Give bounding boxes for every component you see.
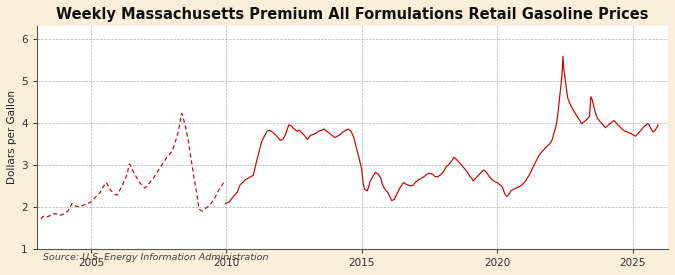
- Y-axis label: Dollars per Gallon: Dollars per Gallon: [7, 90, 17, 185]
- Text: Source: U.S. Energy Information Administration: Source: U.S. Energy Information Administ…: [43, 254, 269, 263]
- Title: Weekly Massachusetts Premium All Formulations Retail Gasoline Prices: Weekly Massachusetts Premium All Formula…: [56, 7, 649, 22]
